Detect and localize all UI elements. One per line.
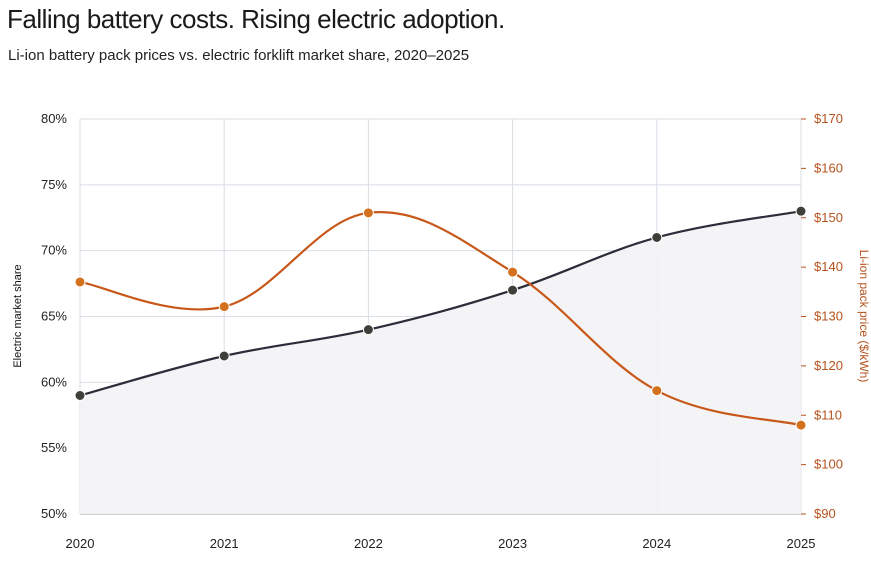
left-axis-tick-label: 70%: [41, 243, 67, 258]
market-share-point: [507, 284, 519, 296]
right-axis-tick-label: $160: [814, 160, 843, 175]
market-share-point: [74, 390, 86, 401]
right-axis-tick-label: $170: [814, 111, 843, 126]
market-share-point: [651, 232, 663, 243]
pack-price-point: [507, 266, 519, 278]
series-lines: [79, 210, 802, 427]
x-axis-tick-label: 2023: [498, 536, 527, 551]
x-axis-tick-label: 2020: [66, 536, 95, 551]
left-axis-title: Electric market share: [12, 264, 24, 367]
left-axis-tick-label: 60%: [41, 374, 67, 389]
left-axis-tick-label: 75%: [41, 177, 67, 192]
pack-price-point: [651, 385, 663, 397]
left-axis-tick-label: 65%: [41, 309, 67, 324]
right-axis-tick-label: $130: [814, 309, 843, 324]
left-axis-tick-label: 50%: [41, 506, 67, 521]
right-axis-tick-label: $100: [814, 457, 843, 472]
series-area-fill: [80, 211, 801, 514]
pack-price-point: [218, 301, 230, 313]
pack-price-point: [795, 419, 807, 431]
x-axis-tick-label: 2024: [642, 536, 671, 551]
x-axis-tick-label: 2021: [210, 536, 239, 551]
axis-ticks: 50% 55% 60% 65% 70% 75% 80% $90 $100 $110 $120 $130…: [41, 111, 843, 551]
right-axis-tick-label: $150: [814, 210, 843, 225]
chart-subtitle: Li-ion battery pack prices vs. electric …: [8, 47, 470, 64]
right-axis-tick-label: $140: [814, 259, 843, 274]
market-share-point: [795, 205, 807, 217]
market-share-point: [362, 324, 374, 336]
right-axis-title: Li-ion pack price ($/kWh): [857, 250, 871, 383]
x-axis-tick-label: 2022: [354, 536, 383, 551]
market-share-point: [218, 350, 230, 362]
pack-price-line: [79, 210, 802, 427]
right-axis-tick-label: $120: [814, 358, 843, 373]
right-axis-tick-label: $110: [814, 407, 842, 422]
market-share-line: [79, 210, 802, 397]
pack-price-point: [74, 276, 86, 288]
left-axis-tick-label: 80%: [41, 111, 67, 126]
chart-title: Falling battery costs. Rising electric a…: [7, 4, 505, 34]
left-axis-tick-label: 55%: [41, 440, 67, 455]
market-share-area: [80, 211, 801, 514]
right-axis-tick-label: $90: [814, 506, 836, 521]
x-axis-tick-label: 2025: [787, 536, 816, 551]
series-markers: [74, 205, 807, 431]
pack-price-point: [362, 207, 374, 219]
